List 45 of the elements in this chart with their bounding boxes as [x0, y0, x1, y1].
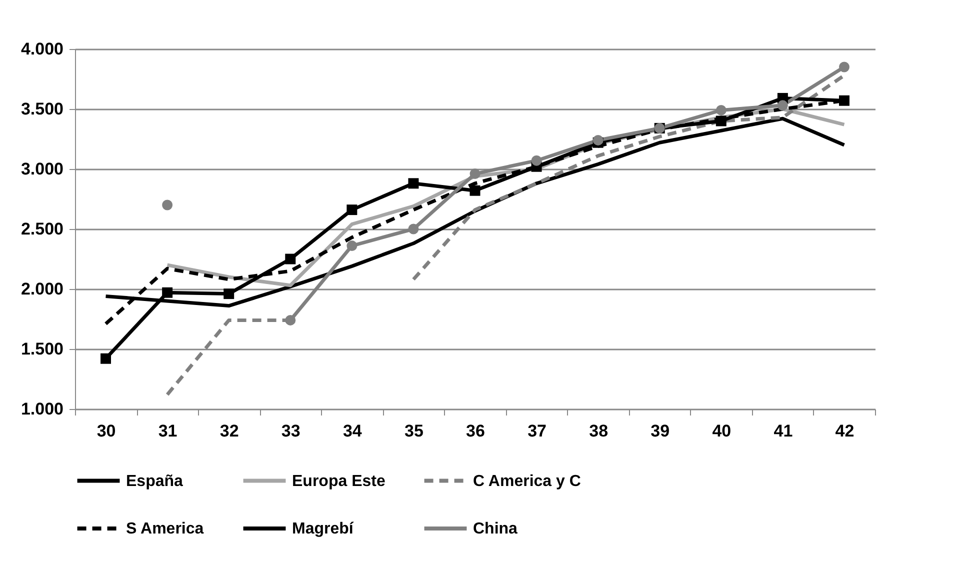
y-tick-label: 2.500 [20, 220, 64, 238]
legend-label: España [126, 472, 184, 490]
x-tick-label: 35 [404, 422, 424, 440]
point [470, 168, 480, 180]
point [285, 254, 296, 264]
point [100, 353, 112, 364]
x-tick-label: 40 [712, 422, 732, 440]
point [716, 104, 726, 116]
x-tick-label: 33 [281, 422, 300, 440]
legend-label: China [473, 520, 518, 538]
point [777, 100, 788, 111]
legend-label: C America y C [473, 472, 582, 490]
point [224, 288, 234, 300]
point [470, 185, 480, 196]
legend-label: Europa Este [292, 472, 386, 490]
x-tick-label: 42 [835, 422, 854, 440]
x-tick-label: 30 [96, 422, 116, 440]
y-tick-label: 4.000 [20, 40, 64, 58]
x-tick-label: 34 [342, 422, 362, 440]
point [285, 314, 296, 326]
point [838, 62, 850, 72]
point [346, 240, 358, 252]
point [838, 95, 850, 106]
point [346, 204, 358, 216]
point [716, 116, 726, 126]
y-tick-label: 3.500 [20, 100, 64, 118]
y-tick-label: 2.000 [20, 280, 64, 298]
point [162, 287, 173, 298]
point [592, 134, 604, 146]
point [408, 178, 419, 189]
x-tick-label: 36 [466, 422, 485, 440]
y-tick-label: 1.500 [20, 340, 64, 358]
y-tick-label: 1.000 [20, 400, 64, 418]
point [531, 155, 542, 166]
x-tick-label: 37 [528, 422, 546, 440]
x-tick-label: 32 [220, 422, 239, 440]
x-tick-label: 41 [774, 422, 793, 440]
y-tick-label: 3.000 [20, 160, 64, 178]
point [162, 200, 173, 210]
x-tick-label: 38 [589, 422, 608, 440]
legend-label: S America [126, 520, 204, 538]
x-tick-label: 31 [158, 422, 178, 440]
x-tick-label: 39 [650, 422, 670, 440]
legend-label: Magrebí [292, 520, 354, 538]
point [408, 224, 419, 234]
